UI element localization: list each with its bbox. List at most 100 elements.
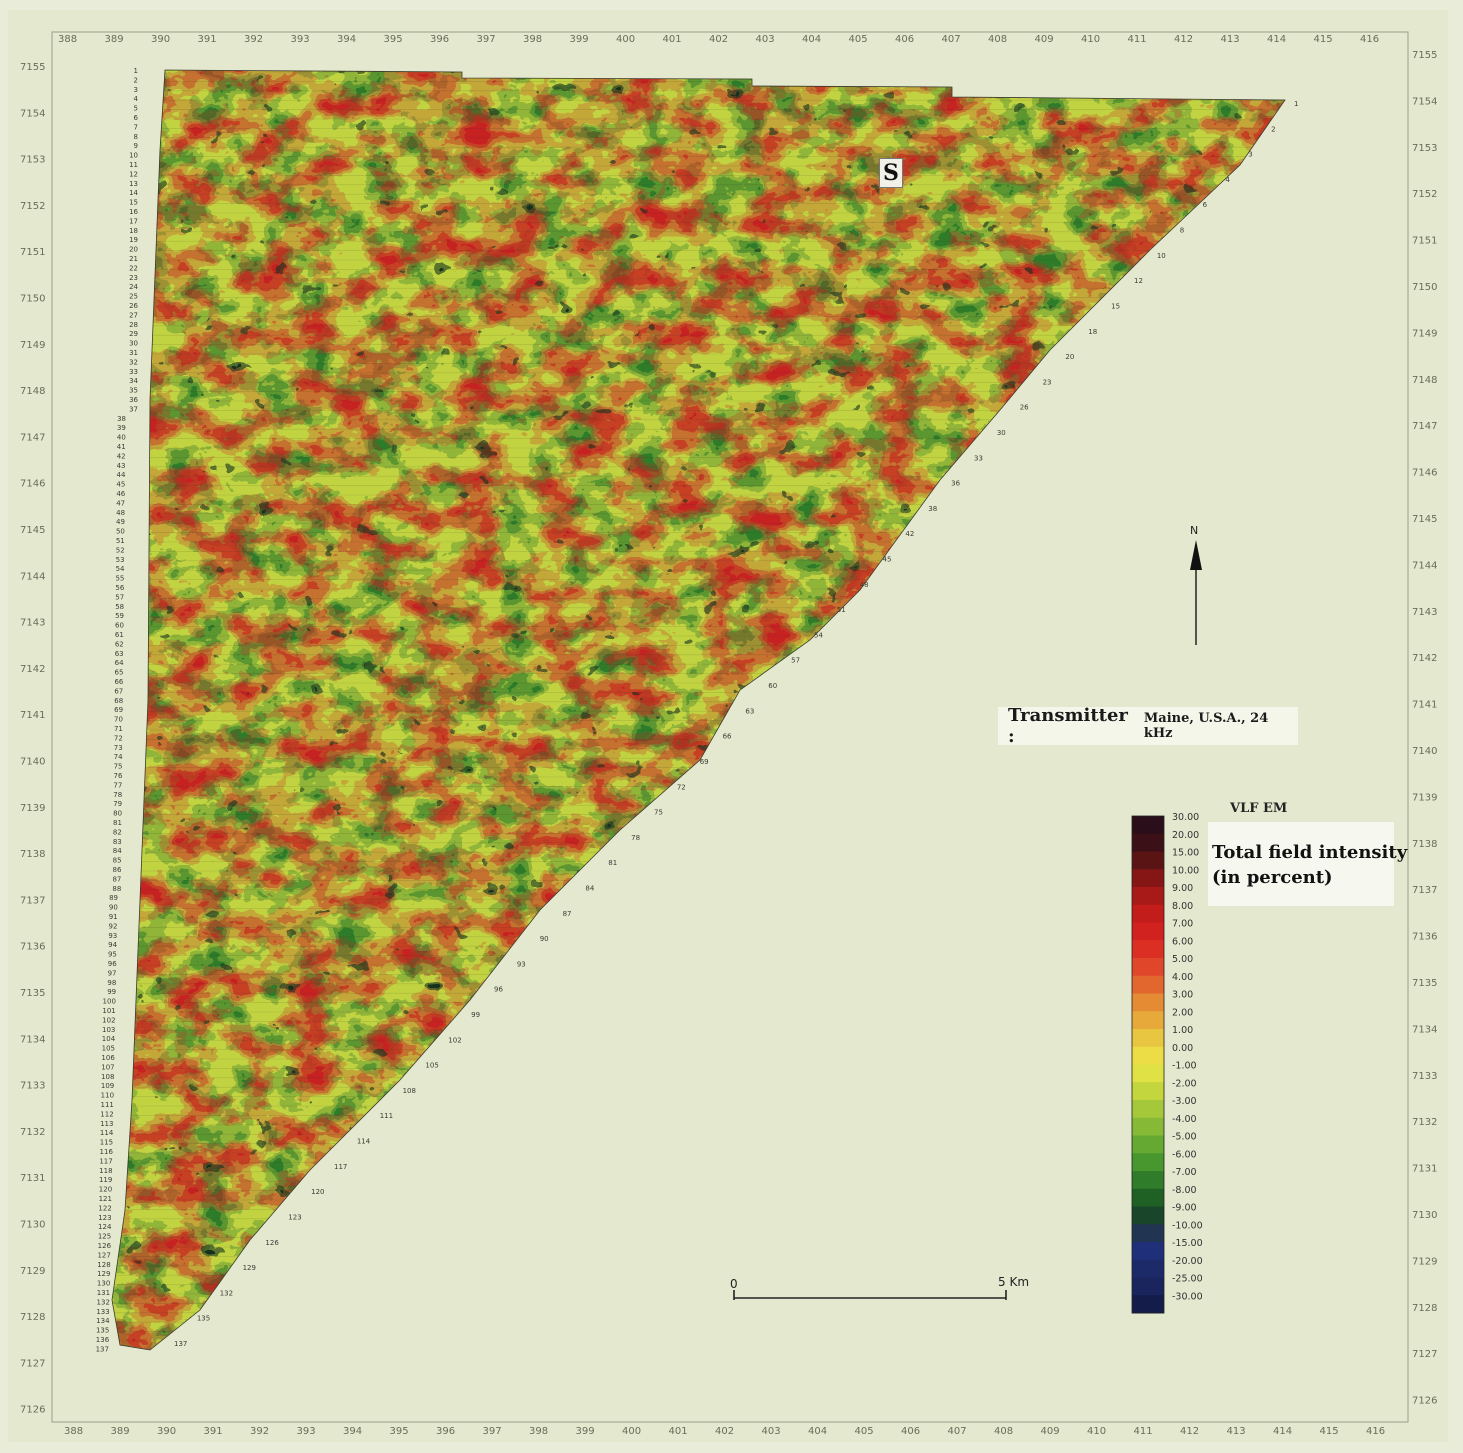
legend-swatch [1132, 1117, 1164, 1136]
flight-line-number-left: 25 [129, 293, 138, 301]
northing-tick-right: 7135 [1412, 978, 1437, 989]
flight-line-number-left: 29 [129, 330, 138, 338]
easting-tick-top: 406 [895, 34, 914, 45]
legend-swatch [1132, 1171, 1164, 1190]
flight-line-number-left: 49 [116, 518, 125, 526]
northing-tick-left: 7143 [20, 618, 45, 629]
north-arrow: N [1190, 524, 1202, 645]
legend-swatch [1132, 1188, 1164, 1207]
easting-tick-top: 395 [384, 34, 403, 45]
northing-tick-left: 7136 [20, 942, 45, 953]
flight-line-number-left: 30 [129, 340, 138, 348]
easting-tick-top: 411 [1128, 34, 1147, 45]
legend-color-bar: 30.00 20.00 15.00 10.00 9.00 8.00 7.00 6.00 5.00… [1131, 812, 1203, 1314]
easting-tick-top: 393 [291, 34, 310, 45]
flight-line-number-left: 27 [129, 311, 138, 319]
flight-line-number-left: 98 [107, 979, 116, 987]
flight-line-number-left: 59 [115, 612, 124, 620]
flight-line-number-left: 22 [129, 264, 138, 272]
flight-line-number-left: 116 [100, 1148, 114, 1156]
easting-tick-bottom: 415 [1320, 1426, 1339, 1437]
legend-class-label: 6.00 [1172, 936, 1193, 947]
northing-tick-left: 7155 [20, 62, 45, 73]
legend-swatch [1132, 922, 1164, 941]
scale-end-label: 5 Km [998, 1275, 1029, 1289]
flight-line-number-left: 7 [134, 123, 138, 131]
flight-line-number-left: 24 [129, 283, 138, 291]
northing-tick-right: 7140 [1412, 746, 1437, 757]
easting-tick-bottom: 412 [1180, 1426, 1199, 1437]
flight-line-number-left: 127 [97, 1251, 110, 1259]
flight-line-number-left: 18 [129, 227, 138, 235]
flight-line-number-left: 53 [116, 556, 125, 564]
flight-line-number-left: 115 [100, 1139, 113, 1147]
flight-line-number-left: 2 [134, 76, 138, 84]
northing-tick-right: 7144 [1412, 560, 1437, 571]
transmitter-label: Transmitter : [1008, 705, 1128, 747]
legend-class-label: 10.00 [1172, 865, 1199, 876]
northing-tick-left: 7149 [20, 340, 45, 351]
flight-line-number-right: 45 [883, 556, 892, 564]
legend-class-label: 8.00 [1172, 901, 1193, 912]
flight-line-number-right: 81 [608, 859, 617, 867]
flight-line-numbers-right: 1234681012151820232630333638424548515457… [174, 100, 1298, 1348]
northing-tick-right: 7133 [1412, 1071, 1437, 1082]
easting-tick-bottom: 396 [436, 1426, 455, 1437]
flight-line-number-left: 87 [112, 875, 121, 883]
flight-line-number-left: 111 [100, 1101, 113, 1109]
northing-tick-right: 7151 [1412, 236, 1437, 247]
easting-tick-bottom: 402 [715, 1426, 734, 1437]
flight-line-number-left: 135 [96, 1327, 109, 1335]
northing-tick-right: 7136 [1412, 932, 1437, 943]
flight-line-number-left: 89 [109, 894, 118, 902]
flight-line-number-left: 106 [101, 1054, 115, 1062]
flight-line-number-right: 57 [791, 657, 800, 665]
northing-tick-right: 7130 [1412, 1210, 1437, 1221]
legend-swatch [1132, 1206, 1164, 1225]
flight-line-number-left: 124 [98, 1223, 112, 1231]
flight-line-number-left: 50 [116, 528, 125, 536]
legend-class-label: -4.00 [1172, 1114, 1197, 1125]
flight-line-number-right: 66 [723, 733, 732, 741]
flight-line-number-left: 95 [108, 951, 117, 959]
flight-line-number-left: 83 [113, 838, 122, 846]
legend-title: VLF EM [1230, 801, 1288, 816]
northing-tick-right: 7142 [1412, 653, 1437, 664]
flight-line-number-left: 103 [102, 1026, 115, 1034]
flight-line-number-right: 117 [334, 1163, 347, 1171]
flight-line-number-left: 62 [115, 640, 124, 648]
flight-line-numbers-left: 1234567891011121314151617181920212223242… [96, 67, 139, 1353]
legend-class-label: 2.00 [1172, 1007, 1193, 1018]
flight-line-number-left: 131 [97, 1289, 110, 1297]
northing-tick-right: 7146 [1412, 468, 1437, 479]
easting-tick-bottom: 416 [1366, 1426, 1385, 1437]
northing-tick-left: 7127 [20, 1358, 45, 1369]
flight-line-number-left: 117 [99, 1157, 112, 1165]
easting-tick-bottom: 404 [808, 1426, 827, 1437]
flight-line-number-left: 23 [129, 274, 138, 282]
legend-swatch [1132, 1135, 1164, 1154]
flight-line-number-left: 79 [113, 800, 122, 808]
flight-line-number-left: 129 [97, 1270, 110, 1278]
easting-tick-top: 408 [988, 34, 1007, 45]
legend-swatch [1132, 1242, 1164, 1261]
flight-line-number-left: 55 [115, 575, 124, 583]
flight-line-number-left: 57 [115, 593, 124, 601]
easting-tick-top: 388 [58, 34, 77, 45]
flight-line-number-left: 15 [129, 199, 138, 207]
flight-line-number-left: 68 [114, 697, 123, 705]
flight-line-number-left: 58 [115, 603, 124, 611]
flight-line-number-left: 48 [116, 509, 125, 517]
flight-line-number-left: 6 [134, 114, 139, 122]
flight-line-number-right: 93 [517, 960, 526, 968]
easting-tick-bottom: 394 [343, 1426, 362, 1437]
flight-line-number-left: 56 [115, 584, 124, 592]
flight-line-number-left: 69 [114, 706, 123, 714]
easting-tick-top: 414 [1267, 34, 1286, 45]
flight-line-number-left: 88 [112, 885, 121, 893]
flight-line-number-right: 42 [905, 530, 914, 538]
easting-tick-top: 413 [1221, 34, 1240, 45]
flight-line-number-right: 96 [494, 986, 503, 994]
flight-line-number-right: 132 [220, 1289, 233, 1297]
easting-tick-top: 399 [570, 34, 589, 45]
